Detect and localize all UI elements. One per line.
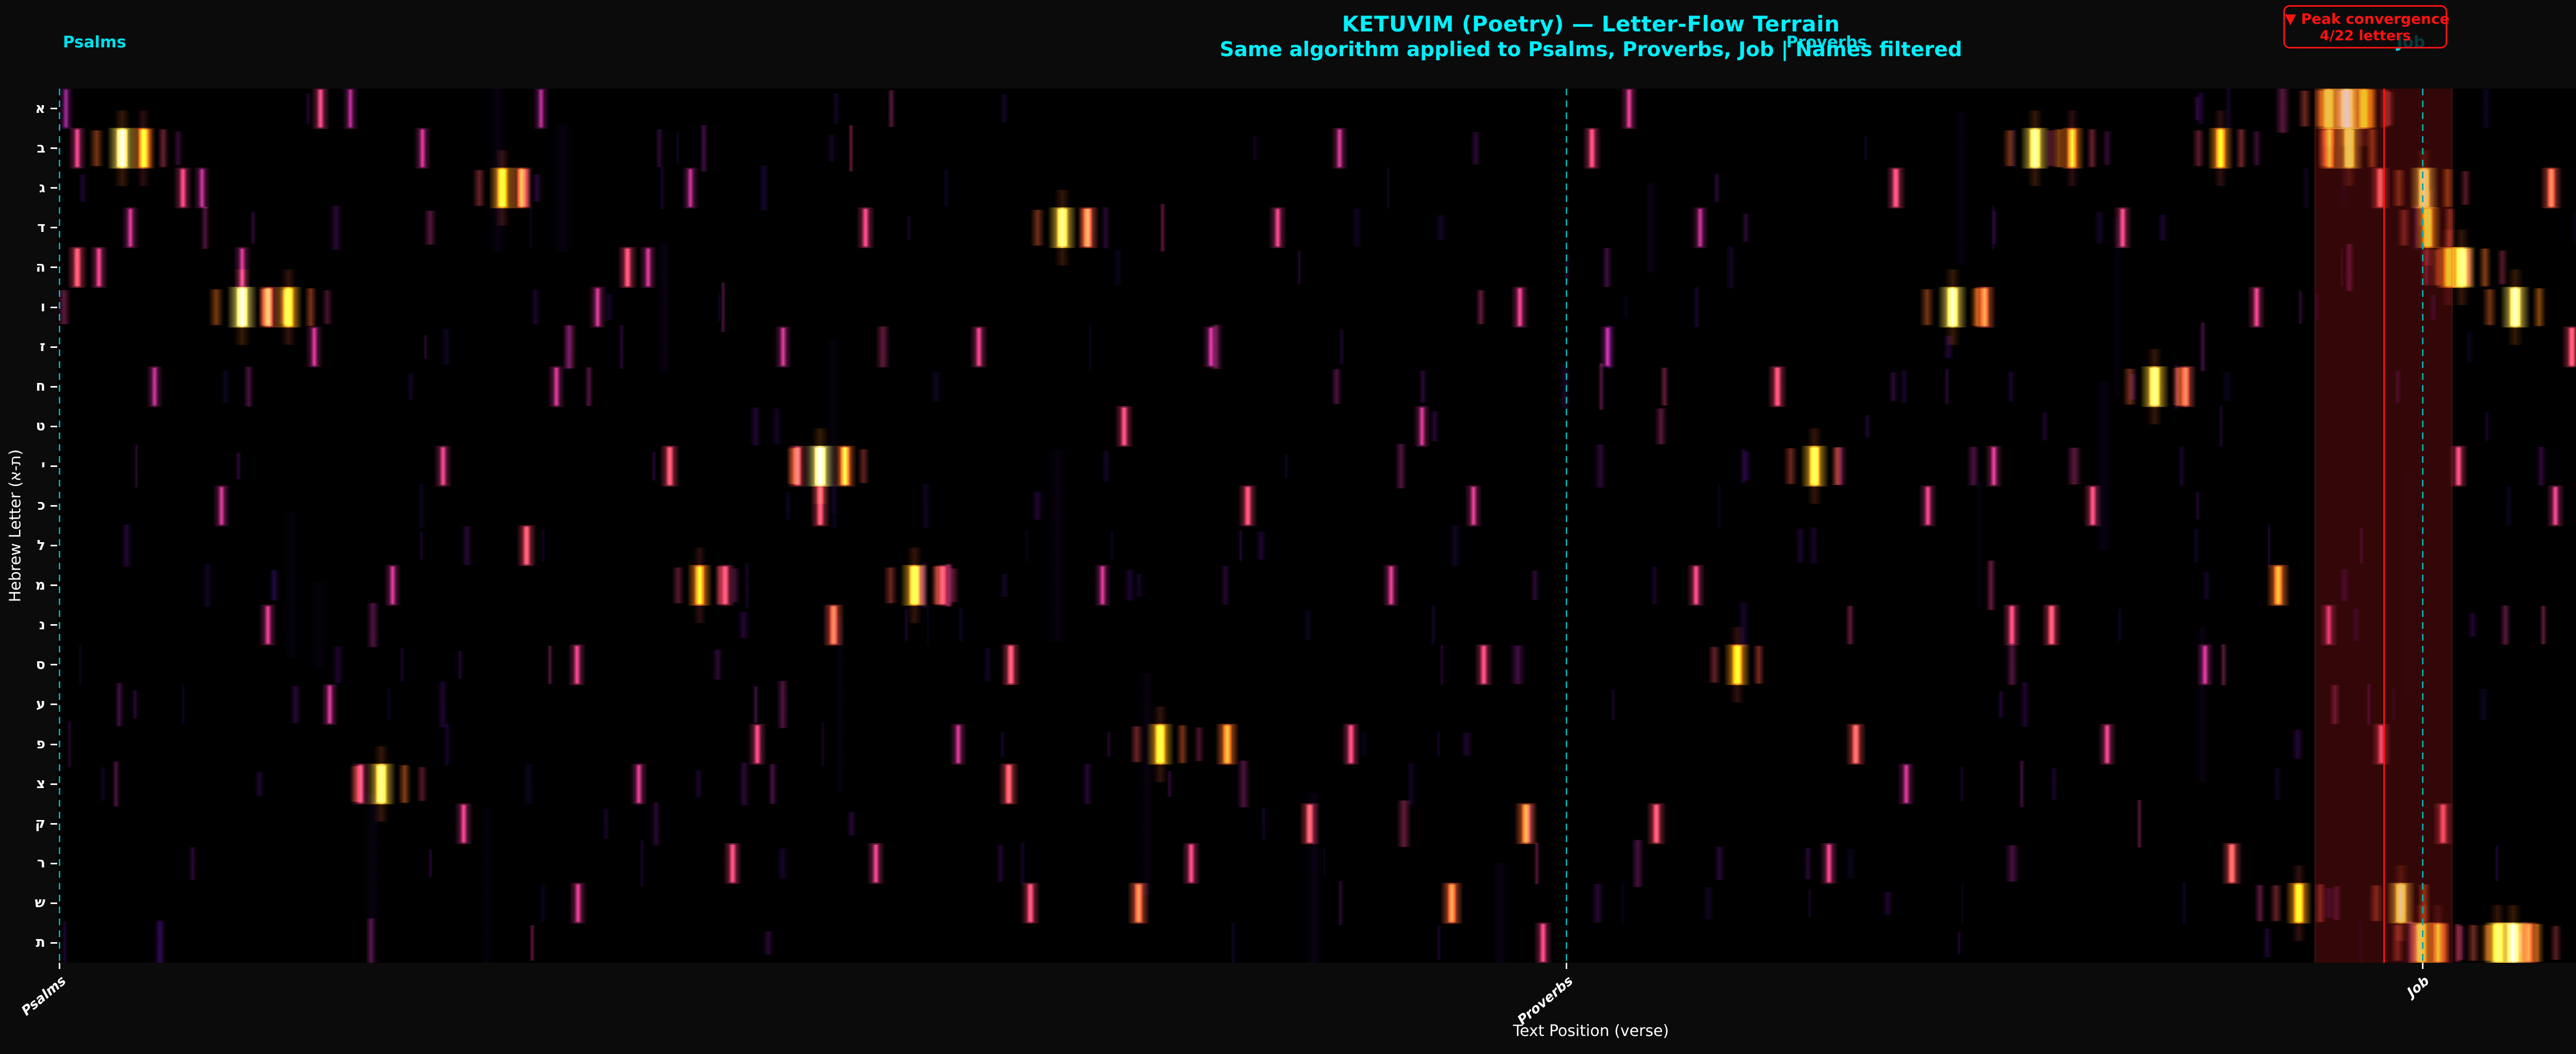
peak-annotation-title: ▼ Peak convergence xyxy=(2285,10,2450,27)
y-tick-label: ת xyxy=(36,934,45,951)
x-tick xyxy=(2422,963,2424,969)
y-tick-label: ז xyxy=(40,339,45,355)
y-tick-label: נ xyxy=(39,616,45,633)
y-tick-label: ק xyxy=(35,815,45,832)
y-tick-label: ש xyxy=(35,895,45,911)
y-tick-label: כ xyxy=(37,497,45,514)
y-tick xyxy=(50,386,57,388)
y-tick xyxy=(50,346,57,348)
y-tick xyxy=(50,505,57,507)
section-boundary-line-proverbs xyxy=(1566,89,1567,963)
x-tick xyxy=(59,963,60,969)
y-tick xyxy=(50,783,57,785)
x-tick-label-psalms: Psalms xyxy=(19,973,70,1019)
y-tick-label: ה xyxy=(36,259,45,275)
y-tick-label: ג xyxy=(39,179,45,196)
y-tick-label: י xyxy=(41,458,45,474)
y-tick xyxy=(50,306,57,308)
y-tick-label: א xyxy=(35,100,45,116)
section-top-label-proverbs: Proverbs xyxy=(1786,33,1867,52)
y-tick-label: ח xyxy=(36,378,45,395)
y-tick-label: מ xyxy=(35,577,45,593)
section-boundary-line-psalms xyxy=(59,89,60,963)
y-tick xyxy=(50,624,57,626)
y-axis-label: Hebrew Letter (‭א-ת‬) xyxy=(6,449,25,603)
y-tick-label: ל xyxy=(37,537,45,554)
x-tick-label-proverbs: Proverbs xyxy=(1515,973,1577,1028)
y-tick-label: פ xyxy=(36,736,45,752)
x-tick-label-job: Job xyxy=(2404,973,2433,1000)
peak-annotation-detail: 4/22 letters xyxy=(2319,28,2411,44)
y-tick-label: ד xyxy=(37,219,45,236)
y-tick xyxy=(50,425,57,427)
section-top-label-psalms: Psalms xyxy=(63,33,126,52)
y-tick xyxy=(50,942,57,944)
y-tick xyxy=(50,465,57,467)
y-tick xyxy=(50,584,57,587)
y-tick xyxy=(50,187,57,189)
y-tick xyxy=(50,704,57,706)
peak-annotation: ▼ Peak convergence 4/22 letters xyxy=(2283,5,2450,48)
y-tick-label: ט xyxy=(36,418,45,434)
plot-area xyxy=(58,89,2576,963)
y-tick-label: ר xyxy=(37,855,45,872)
y-tick xyxy=(50,545,57,547)
y-tick-label: ו xyxy=(40,299,45,315)
y-tick xyxy=(50,823,57,825)
y-tick-label: ב xyxy=(37,140,45,156)
y-tick-label: ע xyxy=(36,696,45,712)
y-tick xyxy=(50,902,57,904)
y-tick xyxy=(50,266,57,269)
section-boundary-line-job xyxy=(2422,89,2424,963)
y-tick xyxy=(50,862,57,864)
peak-line xyxy=(2383,89,2385,963)
y-tick-label: ס xyxy=(36,656,45,673)
x-axis-label: Text Position (verse) xyxy=(1513,1022,1669,1040)
chart-title: KETUVIM (Poetry) — Letter-Flow Terrain xyxy=(1342,11,1840,37)
y-tick-label: צ xyxy=(36,776,45,792)
y-tick xyxy=(50,743,57,745)
y-tick xyxy=(50,664,57,666)
y-tick xyxy=(50,147,57,149)
y-tick xyxy=(50,108,57,110)
chart-subtitle: Same algorithm applied to Psalms, Prover… xyxy=(1219,38,1962,61)
heatmap-canvas xyxy=(58,89,2576,963)
x-tick xyxy=(1566,963,1567,969)
y-tick xyxy=(50,227,57,229)
